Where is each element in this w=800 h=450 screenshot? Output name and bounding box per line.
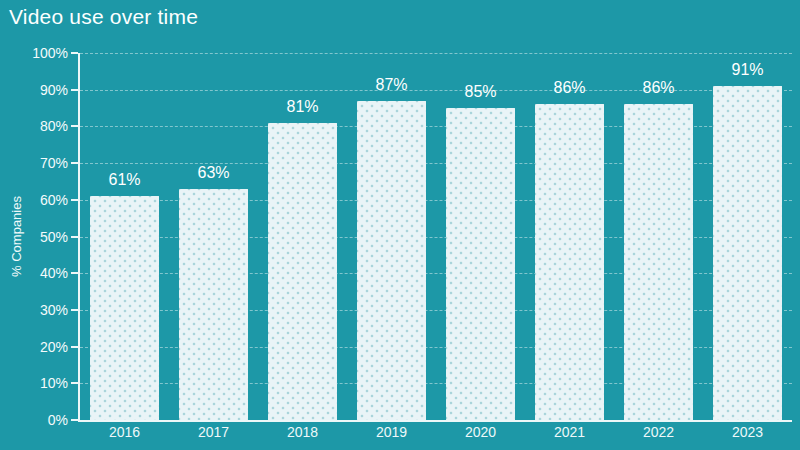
bar-band-2018: 81% <box>258 53 347 420</box>
x-tick-label-2022: 2022 <box>614 424 703 440</box>
bar-value-label-2023: 91% <box>703 61 792 79</box>
bar-2019 <box>357 101 426 420</box>
bar-value-label-2019: 87% <box>347 76 436 94</box>
bar-band-2023: 91% <box>703 53 792 420</box>
bar-band-2017: 63% <box>169 53 258 420</box>
y-tick-label-60: 60% <box>40 192 68 208</box>
x-tick-label-2018: 2018 <box>258 424 347 440</box>
bar-band-2022: 86% <box>614 53 703 420</box>
bar-band-2019: 87% <box>347 53 436 420</box>
bar-2017 <box>179 189 248 420</box>
bar-2023 <box>713 86 782 420</box>
y-tick-mark-90 <box>71 89 78 91</box>
y-tick-mark-20 <box>71 346 78 348</box>
bar-2021 <box>535 104 604 420</box>
x-tick-label-2017: 2017 <box>169 424 258 440</box>
chart-page: { "chart_data": { "type": "bar", "title"… <box>0 0 800 450</box>
x-tick-label-2023: 2023 <box>703 424 792 440</box>
y-tick-label-0: 0% <box>48 412 68 428</box>
y-tick-label-50: 50% <box>40 229 68 245</box>
bar-value-label-2018: 81% <box>258 98 347 116</box>
bar-2016 <box>90 196 159 420</box>
y-tick-label-20: 20% <box>40 339 68 355</box>
x-tick-label-2016: 2016 <box>80 424 169 440</box>
y-tick-mark-50 <box>71 236 78 238</box>
bar-band-2020: 85% <box>436 53 525 420</box>
bar-value-label-2021: 86% <box>525 79 614 97</box>
bar-band-2016: 61% <box>80 53 169 420</box>
bars-container: 61%63%81%87%85%86%86%91% <box>80 53 792 420</box>
x-tick-label-2021: 2021 <box>525 424 614 440</box>
y-tick-mark-100 <box>71 52 78 54</box>
y-tick-mark-0 <box>71 419 78 421</box>
y-tick-mark-40 <box>71 272 78 274</box>
y-tick-mark-80 <box>71 125 78 127</box>
x-tick-label-2020: 2020 <box>436 424 525 440</box>
bar-value-label-2022: 86% <box>614 79 703 97</box>
y-tick-mark-70 <box>71 162 78 164</box>
y-tick-mark-30 <box>71 309 78 311</box>
y-tick-label-70: 70% <box>40 155 68 171</box>
y-tick-label-80: 80% <box>40 118 68 134</box>
chart-title: Video use over time <box>9 5 198 29</box>
bar-value-label-2017: 63% <box>169 164 258 182</box>
y-tick-label-10: 10% <box>40 375 68 391</box>
y-tick-label-30: 30% <box>40 302 68 318</box>
plot-area: 61%63%81%87%85%86%86%91% <box>78 53 792 422</box>
bar-2020 <box>446 108 515 420</box>
y-tick-label-90: 90% <box>40 82 68 98</box>
bar-value-label-2016: 61% <box>80 171 169 189</box>
bar-value-label-2020: 85% <box>436 83 525 101</box>
y-tick-mark-10 <box>71 382 78 384</box>
y-tick-label-40: 40% <box>40 265 68 281</box>
y-tick-label-100: 100% <box>32 45 68 61</box>
bar-band-2021: 86% <box>525 53 614 420</box>
y-axis-tick-labels: 0%10%20%30%40%50%60%70%80%90%100% <box>0 53 68 420</box>
bar-2022 <box>624 104 693 420</box>
x-axis-labels: 20162017201820192020202120222023 <box>80 424 792 440</box>
bar-2018 <box>268 123 337 420</box>
y-tick-mark-60 <box>71 199 78 201</box>
x-tick-label-2019: 2019 <box>347 424 436 440</box>
